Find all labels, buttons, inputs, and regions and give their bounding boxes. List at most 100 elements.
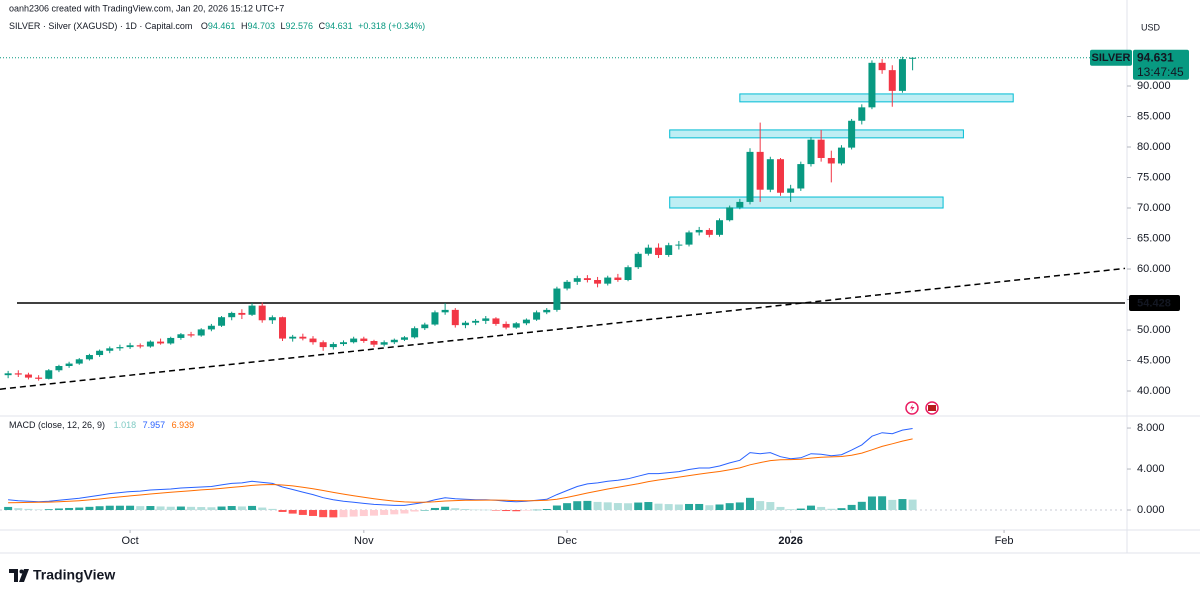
histogram-bar: [644, 502, 653, 511]
candle-body: [705, 229, 713, 235]
candle-body: [807, 139, 815, 165]
histogram-bar: [654, 503, 663, 511]
histogram-bar: [898, 499, 907, 511]
histogram-bar: [197, 507, 206, 511]
ohlc-value: 92.576: [286, 21, 314, 31]
histogram-bar: [613, 503, 622, 511]
candle-body: [45, 370, 53, 379]
ohlc-prefix: H: [241, 21, 248, 31]
candle-body: [85, 355, 93, 360]
histogram-bar: [166, 506, 175, 511]
ohlc-value: 94.703: [247, 21, 275, 31]
candle-body: [289, 336, 297, 339]
candle-body: [878, 62, 886, 71]
candle-body: [248, 305, 256, 315]
candle-body: [55, 366, 63, 371]
candle-body: [268, 317, 276, 321]
change: +0.318 (+0.34%): [358, 21, 425, 31]
histogram-bar: [827, 508, 836, 511]
candle-body: [177, 334, 185, 338]
histogram-bar: [705, 505, 714, 511]
footer-brand: TradingView: [33, 567, 115, 583]
legend: SILVER · Silver (XAGUSD) · 1D · Capital.…: [9, 21, 425, 31]
candle-body: [604, 277, 612, 284]
candle-body: [522, 319, 530, 324]
candle-body: [644, 247, 652, 254]
candle-body: [898, 59, 906, 91]
histogram-bar: [441, 506, 450, 511]
candle-body: [848, 120, 856, 148]
histogram-bar: [502, 510, 511, 512]
candle-body: [614, 277, 622, 280]
candle-body: [655, 247, 663, 255]
histogram-bar: [187, 506, 196, 511]
candle-body: [146, 341, 154, 347]
macd-legend: MACD (close, 12, 26, 9) 1.018 7.957 6.93…: [9, 420, 194, 430]
candle-body: [431, 312, 439, 325]
histogram-bar: [126, 505, 135, 511]
histogram-bar: [237, 506, 246, 511]
y-tick-label: 8.000: [1137, 422, 1165, 434]
candle-body: [695, 229, 703, 233]
histogram-bar: [471, 509, 480, 511]
histogram-bar: [227, 506, 236, 511]
logo-mark: [9, 569, 18, 582]
event-icon-glyph: [910, 404, 915, 412]
histogram-bar: [685, 503, 694, 511]
histogram-bar: [624, 503, 633, 511]
ohlc-prefix: C: [319, 21, 326, 31]
histogram-bar: [105, 505, 114, 511]
candle-body: [400, 337, 408, 340]
histogram-bar: [217, 506, 226, 511]
histogram-bar: [512, 510, 521, 512]
candle-body: [207, 325, 215, 330]
histogram-bar: [573, 501, 582, 511]
histogram-bar: [339, 510, 348, 518]
logo-mark: [19, 569, 29, 582]
candle-body: [14, 373, 22, 375]
candle-body: [472, 320, 480, 323]
histogram-bar: [776, 506, 785, 511]
histogram-bar: [268, 508, 277, 511]
ohlc-value: 94.631: [325, 21, 353, 31]
candle-body: [594, 279, 602, 284]
candle-body: [756, 151, 764, 190]
symbol-badge: [1090, 49, 1132, 66]
histogram-bar: [400, 510, 409, 514]
histogram-bar: [552, 505, 561, 511]
histogram-bar: [461, 508, 470, 511]
candle-body: [126, 345, 134, 348]
price-badge: [1129, 295, 1180, 312]
histogram-bar: [481, 509, 490, 511]
histogram-bar: [908, 499, 917, 511]
y-tick-label: 90.000: [1137, 80, 1171, 92]
candle-body: [868, 62, 876, 108]
histogram-bar: [44, 509, 53, 511]
histogram-bar: [786, 509, 795, 511]
histogram-bar: [674, 504, 683, 511]
candle-body: [96, 350, 104, 356]
candle-body: [136, 345, 144, 347]
support-zone: [669, 129, 964, 139]
candle-body: [299, 336, 307, 339]
candle-body: [675, 244, 683, 246]
histogram-bar: [34, 509, 43, 511]
histogram-bar: [746, 497, 754, 511]
candle-body: [502, 323, 510, 328]
histogram-bar: [309, 510, 318, 516]
y-tick-label: 80.000: [1137, 141, 1171, 153]
event-icons[interactable]: [905, 401, 939, 415]
histogram-bar: [369, 510, 378, 516]
y-tick-label: 4.000: [1137, 463, 1165, 475]
candle-body: [411, 328, 419, 338]
signal-value: 6.939: [172, 420, 195, 430]
macd-value: 7.957: [143, 420, 166, 430]
created-by: oanh2306 created with TradingView.com, J…: [9, 3, 284, 13]
candle-body: [726, 207, 734, 221]
histogram-bar: [806, 505, 815, 511]
candle-body: [553, 288, 561, 310]
histogram-bar: [430, 507, 439, 511]
candle-body: [187, 334, 195, 336]
candle-body: [35, 377, 43, 379]
